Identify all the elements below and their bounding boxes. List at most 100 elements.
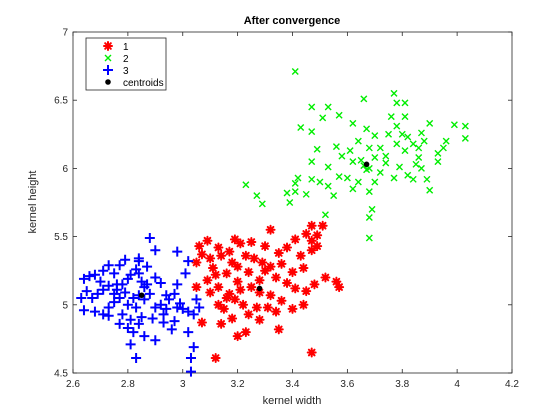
data-point: [301, 228, 312, 239]
y-tick-label: 5.5: [54, 232, 68, 243]
data-point: [308, 103, 316, 111]
data-point: [150, 335, 161, 346]
data-point: [125, 269, 136, 280]
data-point: [371, 178, 379, 186]
data-point: [196, 317, 207, 328]
data-point: [302, 190, 310, 198]
data-point: [417, 129, 425, 137]
data-point: [371, 132, 379, 140]
data-point: [290, 234, 301, 245]
data-point: [175, 298, 186, 309]
data-point: [122, 322, 133, 333]
data-point: [324, 163, 332, 171]
data-point: [357, 156, 365, 164]
data-point: [191, 282, 202, 293]
data-point: [139, 331, 150, 342]
data-point: [404, 133, 412, 141]
legend-label-1: 1: [123, 42, 129, 53]
data-point: [180, 268, 191, 279]
data-point: [172, 246, 183, 257]
data-point: [120, 287, 131, 298]
data-point: [87, 292, 98, 303]
data-point: [185, 366, 196, 377]
data-point: [295, 250, 306, 261]
data-point: [308, 158, 316, 166]
data-point: [89, 269, 100, 280]
data-point: [191, 257, 202, 268]
data-point: [103, 310, 114, 321]
data-point: [133, 253, 144, 264]
data-point: [393, 99, 401, 107]
data-point: [128, 327, 139, 338]
data-point: [232, 261, 243, 272]
data-point: [98, 309, 109, 320]
data-point: [398, 130, 406, 138]
data-point: [260, 241, 271, 252]
data-point: [434, 149, 442, 157]
data-point: [238, 299, 249, 310]
data-point: [262, 302, 273, 313]
data-point: [298, 299, 309, 310]
data-point: [265, 290, 276, 301]
data-point: [76, 292, 87, 303]
data-point: [291, 179, 299, 187]
series-3: [76, 232, 205, 377]
data-point: [396, 163, 404, 171]
data-point: [265, 261, 276, 272]
data-point: [144, 288, 155, 299]
data-point: [423, 175, 431, 183]
y-tick-label: 6.5: [54, 96, 68, 107]
data-point: [221, 268, 232, 279]
data-point: [78, 273, 89, 284]
data-point: [401, 113, 409, 121]
data-point: [335, 111, 343, 119]
data-point: [232, 331, 243, 342]
data-point: [330, 192, 338, 200]
data-point: [207, 262, 218, 273]
data-point: [205, 287, 216, 298]
data-point: [194, 302, 205, 313]
data-point: [271, 272, 282, 283]
data-point: [111, 279, 122, 290]
series-2: [242, 68, 469, 242]
x-tick-label: 3.4: [286, 379, 300, 390]
data-point: [144, 232, 155, 243]
data-point: [324, 182, 332, 190]
data-point: [390, 89, 398, 97]
data-point: [229, 294, 240, 305]
data-point: [324, 103, 332, 111]
x-tick-label: 3.2: [231, 379, 245, 390]
data-point: [166, 324, 177, 335]
data-point: [282, 242, 293, 253]
data-point: [253, 192, 261, 200]
data-point: [426, 119, 434, 127]
data-point: [139, 282, 150, 293]
x-tick-label: 2.6: [66, 379, 80, 390]
data-point: [188, 309, 199, 320]
data-point: [235, 238, 246, 249]
data-point: [365, 234, 373, 242]
data-point: [291, 68, 299, 76]
data-point: [210, 352, 221, 363]
data-point: [191, 294, 202, 305]
data-point: [271, 306, 282, 317]
data-point: [276, 258, 287, 269]
data-point: [363, 125, 371, 133]
legend: 1 2 3 centroids: [85, 37, 167, 91]
data-point: [258, 200, 266, 208]
axis-ticks: 2.6 2.8 3 3.2 3.4 3.6 3.8 4 4.2 4.5 5 5.5 6 6.5 7: [54, 28, 519, 391]
data-point: [98, 284, 109, 295]
data-point: [136, 312, 147, 323]
data-point: [78, 305, 89, 316]
data-point: [103, 260, 114, 271]
data-point: [251, 302, 262, 313]
data-point: [354, 178, 362, 186]
data-point: [265, 224, 276, 235]
data-point: [332, 143, 340, 151]
data-point: [98, 265, 109, 276]
data-point: [221, 292, 232, 303]
data-points: [76, 68, 469, 377]
data-point: [194, 241, 205, 252]
data-point: [196, 249, 207, 260]
